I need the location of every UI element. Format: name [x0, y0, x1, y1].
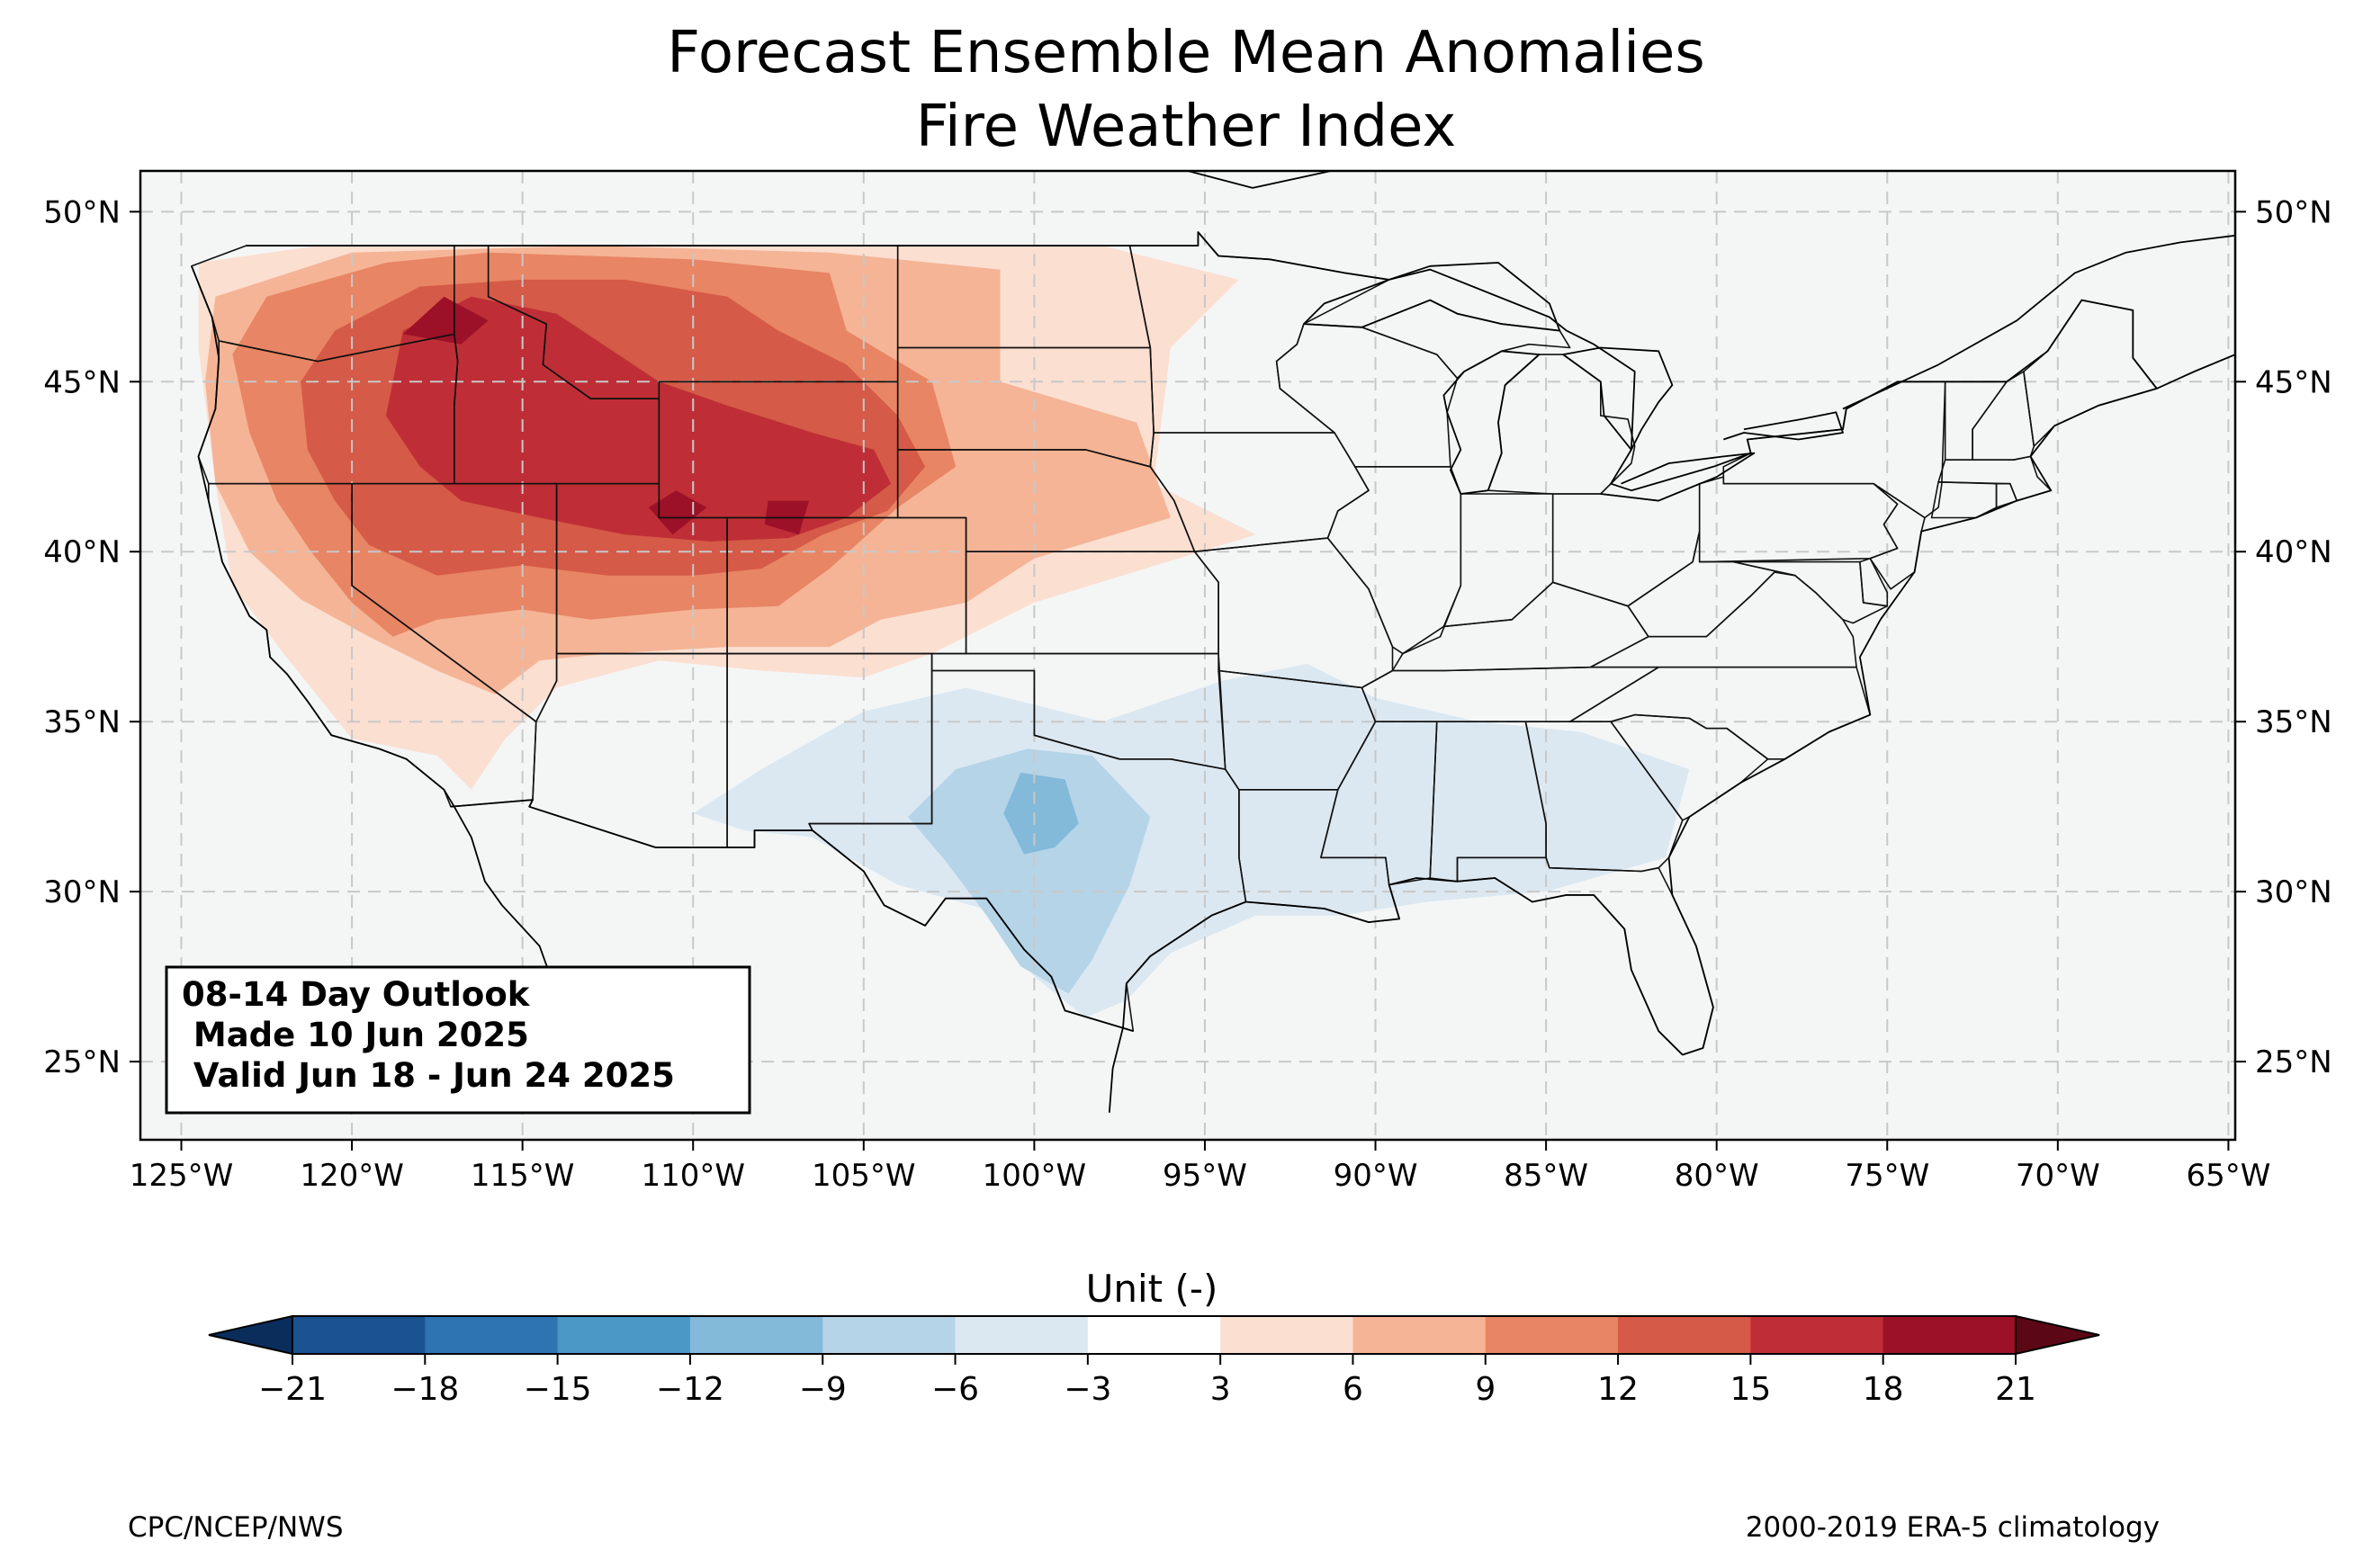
colorbar-segment — [1485, 1316, 1619, 1354]
colorbar-tick-label: 6 — [1343, 1371, 1363, 1408]
lon-tick-label: 85°W — [1504, 1158, 1588, 1194]
colorbar-segment — [557, 1316, 691, 1354]
geo-line-lake-ontario — [1723, 411, 1844, 441]
colorbar-segment — [292, 1316, 426, 1354]
lon-tick-label: 100°W — [983, 1158, 1087, 1194]
anomaly-region-texas-6 — [908, 748, 1151, 994]
credit-climatology: 2000-2019 ERA-5 climatology — [1745, 1511, 2160, 1544]
anomaly-region-south-3 — [693, 663, 1690, 1017]
colorbar-underflow-arrow — [208, 1314, 293, 1356]
map-frame — [139, 169, 2237, 1142]
geo-line-canada-border — [246, 231, 2158, 492]
state-border-ms — [1320, 721, 1438, 886]
geo-line-st-lawrence — [1842, 234, 2235, 410]
lat-tick-label-left: 40°N — [43, 534, 121, 570]
lon-tick-label: 95°W — [1163, 1158, 1247, 1194]
lat-tick-label-left: 45°N — [43, 364, 121, 400]
colorbar-tick-label: −15 — [524, 1371, 592, 1408]
lon-tick-label: 65°W — [2186, 1158, 2270, 1194]
colorbar-tick-label: −12 — [656, 1371, 724, 1408]
geo-line-lake-erie — [1600, 452, 1756, 502]
lat-tick-label-right: 35°N — [2255, 704, 2332, 740]
lon-tick-label: 70°W — [2016, 1158, 2100, 1194]
geo-line-coast-west — [191, 265, 646, 1097]
colorbar-segment — [1618, 1316, 1751, 1354]
lon-tick-label: 115°W — [471, 1158, 575, 1194]
colorbar-segment — [822, 1316, 957, 1354]
credit-source: CPC/NCEP/NWS — [128, 1511, 344, 1544]
outlook-valid-range: Valid Jun 18 - Jun 24 2025 — [182, 1056, 675, 1095]
lat-tick-label-left: 50°N — [43, 194, 121, 230]
anomaly-region-nw-18 — [402, 296, 489, 345]
geo-line-hudson-bay — [1187, 171, 1332, 189]
colorbar-tick-label: 18 — [1863, 1371, 1904, 1408]
anomaly-region-nw-15 — [386, 296, 892, 542]
lat-tick-label-left: 35°N — [43, 704, 121, 740]
lat-tick-label-right: 45°N — [2255, 364, 2332, 400]
lat-tick-label-left: 25°N — [43, 1044, 121, 1080]
colorbar-ticks: −21 −18 −15 −12 −9 −6 −3 3 6 9 12 15 18 21 — [258, 1354, 2036, 1408]
geo-line-coast-east — [1667, 354, 2235, 1056]
lat-tick-label-right: 30°N — [2255, 874, 2332, 910]
lon-tick-label: 80°W — [1675, 1158, 1759, 1194]
colorbar-tick-label: −21 — [258, 1371, 327, 1408]
colorbar-tick-label: 21 — [1995, 1371, 2036, 1408]
geo-line-lake-superior — [1303, 262, 1561, 332]
map-title: Forecast Ensemble Mean Anomalies — [667, 20, 1705, 86]
lat-tick-label-left: 30°N — [43, 874, 121, 910]
map-subtitle: Fire Weather Index — [915, 94, 1457, 160]
colorbar-segment — [1220, 1316, 1354, 1354]
outlook-title: 08-14 Day Outlook — [182, 975, 531, 1014]
lon-tick-label: 110°W — [641, 1158, 745, 1194]
outlook-made-date: Made 10 Jun 2025 — [182, 1016, 529, 1054]
lon-tick-label: 90°W — [1334, 1158, 1418, 1194]
colorbar-segment — [1750, 1316, 1884, 1354]
lon-tick-label: 75°W — [1845, 1158, 1929, 1194]
geo-line-coast-gulf — [1108, 877, 1684, 1113]
state-border-nj — [1869, 482, 1926, 590]
colorbar-segments — [208, 1314, 2100, 1356]
colorbar-tick-label: 9 — [1475, 1371, 1496, 1408]
colorbar-tick-label: 12 — [1597, 1371, 1639, 1408]
outlook-info-box: 08-14 Day Outlook Made 10 Jun 2025 Valid… — [165, 965, 751, 1115]
outlook-box-frame — [165, 965, 751, 1115]
lon-tick-label: 125°W — [130, 1158, 234, 1194]
lat-tick-label-right: 40°N — [2255, 534, 2332, 570]
lon-tick-label: 105°W — [812, 1158, 916, 1194]
coastlines — [191, 171, 2235, 1113]
colorbar-segment — [955, 1316, 1089, 1354]
colorbar-frame — [292, 1315, 2017, 1355]
colorbar-segment — [425, 1316, 559, 1354]
geo-line-lake-michigan — [1442, 350, 1541, 495]
colorbar-tick-label: 15 — [1730, 1371, 1771, 1408]
anomaly-region-texas-9 — [1003, 772, 1079, 855]
colorbar-tick-label: 3 — [1210, 1371, 1231, 1408]
colorbar-segment — [1352, 1316, 1487, 1354]
colorbar-tick-label: −9 — [799, 1371, 847, 1408]
colorbar-segment — [1087, 1316, 1221, 1354]
colorbar-segment — [689, 1316, 823, 1354]
colorbar-tick-label: −18 — [391, 1371, 459, 1408]
map-plot-area: 125°W 120°W 115°W 110°W 105°W 100°W 95°W 90°W 85… — [43, 169, 2332, 1194]
colorbar-tick-label: −3 — [1064, 1371, 1111, 1408]
colorbar-label: Unit (-) — [1086, 1267, 1218, 1311]
lat-tick-label-right: 25°N — [2255, 1044, 2332, 1080]
colorbar: Unit (-) −21 −18 −15 −12 −9 −6 −3 3 6 9 12 15 18 21 — [208, 1267, 2100, 1408]
lat-tick-label-right: 50°N — [2255, 194, 2332, 230]
geo-line-lake-huron — [1562, 346, 1674, 451]
lon-tick-label: 120°W — [300, 1158, 404, 1194]
colorbar-tick-label: −6 — [931, 1371, 979, 1408]
colorbar-segment — [1882, 1316, 2017, 1354]
colorbar-overflow-arrow — [2015, 1314, 2100, 1356]
anomaly-region-wyoming-18 — [648, 490, 707, 535]
axis-ticks: 125°W 120°W 115°W 110°W 105°W 100°W 95°W 90°W 85… — [43, 194, 2332, 1194]
geo-line-mexico-border — [450, 799, 1134, 1032]
